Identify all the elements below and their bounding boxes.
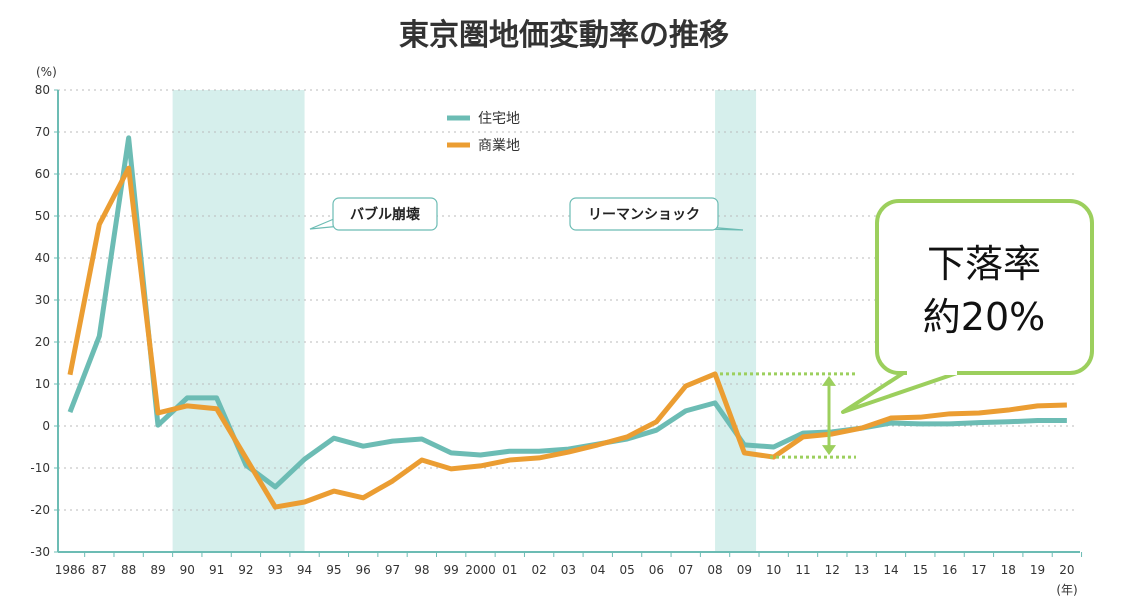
callout-line2: 約20%	[923, 295, 1045, 339]
x-tick-label: 11	[795, 563, 810, 577]
x-tick-label: 96	[356, 563, 371, 577]
x-tick-label: 1986	[55, 563, 86, 577]
x-axis-label: (年)	[1056, 583, 1077, 597]
x-tick-label: 13	[854, 563, 869, 577]
x-tick-label: 94	[297, 563, 312, 577]
x-tick-label: 88	[121, 563, 136, 577]
x-tick-label: 09	[737, 563, 752, 577]
x-tick-label: 99	[444, 563, 459, 577]
x-tick-label: 95	[326, 563, 341, 577]
x-tick-label: 89	[150, 563, 165, 577]
annotation-label: リーマンショック	[588, 207, 700, 223]
x-tick-label: 19	[1030, 563, 1045, 577]
arrow-down-icon	[822, 445, 836, 456]
y-tick-label: 10	[35, 377, 50, 391]
x-tick-label: 20	[1059, 563, 1074, 577]
x-tick-label: 04	[590, 563, 605, 577]
y-tick-label: 40	[35, 251, 50, 265]
callout-box	[875, 199, 1094, 375]
legend-label: 住宅地	[478, 111, 520, 127]
callout-pointer	[841, 370, 961, 414]
callout-gap	[907, 367, 957, 375]
callout-box	[332, 197, 438, 231]
y-tick-label: -10	[30, 461, 50, 475]
x-tick-label: 03	[561, 563, 576, 577]
x-tick-label: 2000	[465, 563, 496, 577]
x-tick-label: 07	[678, 563, 693, 577]
x-tick-label: 17	[971, 563, 986, 577]
y-tick-label: 80	[35, 83, 50, 97]
x-tick-label: 97	[385, 563, 400, 577]
chart-title: 東京圏地価変動率の推移	[399, 18, 729, 53]
x-tick-label: 90	[180, 563, 195, 577]
y-tick-label: 20	[35, 335, 50, 349]
x-tick-label: 06	[649, 563, 664, 577]
x-tick-label: 15	[913, 563, 928, 577]
x-tick-label: 10	[766, 563, 781, 577]
x-tick-label: 08	[707, 563, 722, 577]
y-tick-label: 50	[35, 209, 50, 223]
y-tick-label: 70	[35, 125, 50, 139]
x-tick-label: 93	[268, 563, 283, 577]
legend-label: 商業地	[478, 138, 520, 154]
x-tick-label: 18	[1001, 563, 1016, 577]
x-tick-label: 01	[502, 563, 517, 577]
x-tick-label: 87	[92, 563, 107, 577]
callout-box	[569, 197, 719, 231]
shaded-period	[172, 90, 305, 552]
y-tick-label: 0	[42, 419, 50, 433]
y-axis-label: (%)	[36, 65, 57, 79]
y-tick-label: 60	[35, 167, 50, 181]
x-tick-label: 92	[238, 563, 253, 577]
arrow-up-icon	[822, 375, 836, 386]
y-tick-label: 30	[35, 293, 50, 307]
y-tick-label: -20	[30, 503, 50, 517]
shaded-period	[715, 90, 757, 552]
callout-line1: 下落率	[927, 242, 1041, 286]
y-tick-label: -30	[30, 545, 50, 559]
annotation-label: バブル崩壊	[350, 206, 421, 223]
x-tick-label: 16	[942, 563, 957, 577]
x-tick-label: 02	[531, 563, 546, 577]
x-tick-label: 05	[619, 563, 634, 577]
x-tick-label: 12	[825, 563, 840, 577]
x-tick-label: 91	[209, 563, 224, 577]
x-tick-label: 14	[883, 563, 898, 577]
x-tick-label: 98	[414, 563, 429, 577]
